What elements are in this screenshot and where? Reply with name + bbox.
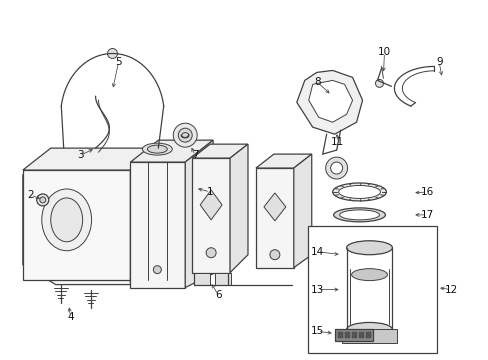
Text: 1: 1 [206,187,213,197]
Polygon shape [23,148,158,170]
Circle shape [206,248,216,258]
Circle shape [173,123,197,147]
Text: 5: 5 [115,58,122,67]
Polygon shape [308,80,352,122]
Circle shape [330,162,342,174]
Polygon shape [130,140,213,162]
Polygon shape [293,154,311,268]
Polygon shape [192,144,247,158]
Circle shape [269,250,279,260]
Polygon shape [23,155,130,285]
Polygon shape [229,144,247,273]
Bar [307,226,436,353]
Bar [351,332,356,338]
Text: 4: 4 [67,312,74,323]
Polygon shape [296,71,362,134]
Circle shape [107,49,117,58]
Ellipse shape [339,210,379,220]
Text: 16: 16 [420,187,433,197]
Ellipse shape [51,198,82,242]
Polygon shape [341,329,397,343]
Circle shape [375,80,383,87]
Text: 3: 3 [77,150,84,160]
Bar [194,273,210,285]
Polygon shape [23,170,130,280]
Circle shape [325,157,347,179]
Text: 6: 6 [214,289,221,300]
Ellipse shape [41,189,91,251]
Text: 13: 13 [310,284,324,294]
Text: 12: 12 [444,284,457,294]
Bar [215,273,230,285]
Text: 15: 15 [310,327,324,336]
Ellipse shape [351,269,386,280]
Polygon shape [200,190,222,220]
Polygon shape [255,154,311,168]
Bar [358,332,363,338]
Text: 10: 10 [377,48,390,58]
Ellipse shape [142,143,172,155]
Bar [337,332,342,338]
Polygon shape [185,140,213,288]
Circle shape [37,194,49,206]
Polygon shape [192,158,229,273]
Ellipse shape [333,208,385,222]
Polygon shape [130,162,185,288]
Circle shape [40,197,46,203]
Bar [334,329,372,341]
Ellipse shape [147,145,167,153]
Ellipse shape [346,323,392,336]
Circle shape [153,266,161,274]
Bar [344,332,349,338]
Ellipse shape [332,183,386,201]
Polygon shape [130,148,158,280]
Polygon shape [264,193,285,221]
Text: 8: 8 [314,77,321,87]
Bar [365,332,370,338]
Ellipse shape [346,241,392,255]
Text: 11: 11 [330,137,344,147]
Text: 14: 14 [310,247,324,257]
Text: 9: 9 [435,58,442,67]
Ellipse shape [338,185,380,198]
Text: 2: 2 [27,190,34,200]
Text: 7: 7 [191,150,198,160]
Text: 17: 17 [420,210,433,220]
Polygon shape [255,168,293,268]
Circle shape [178,128,192,142]
